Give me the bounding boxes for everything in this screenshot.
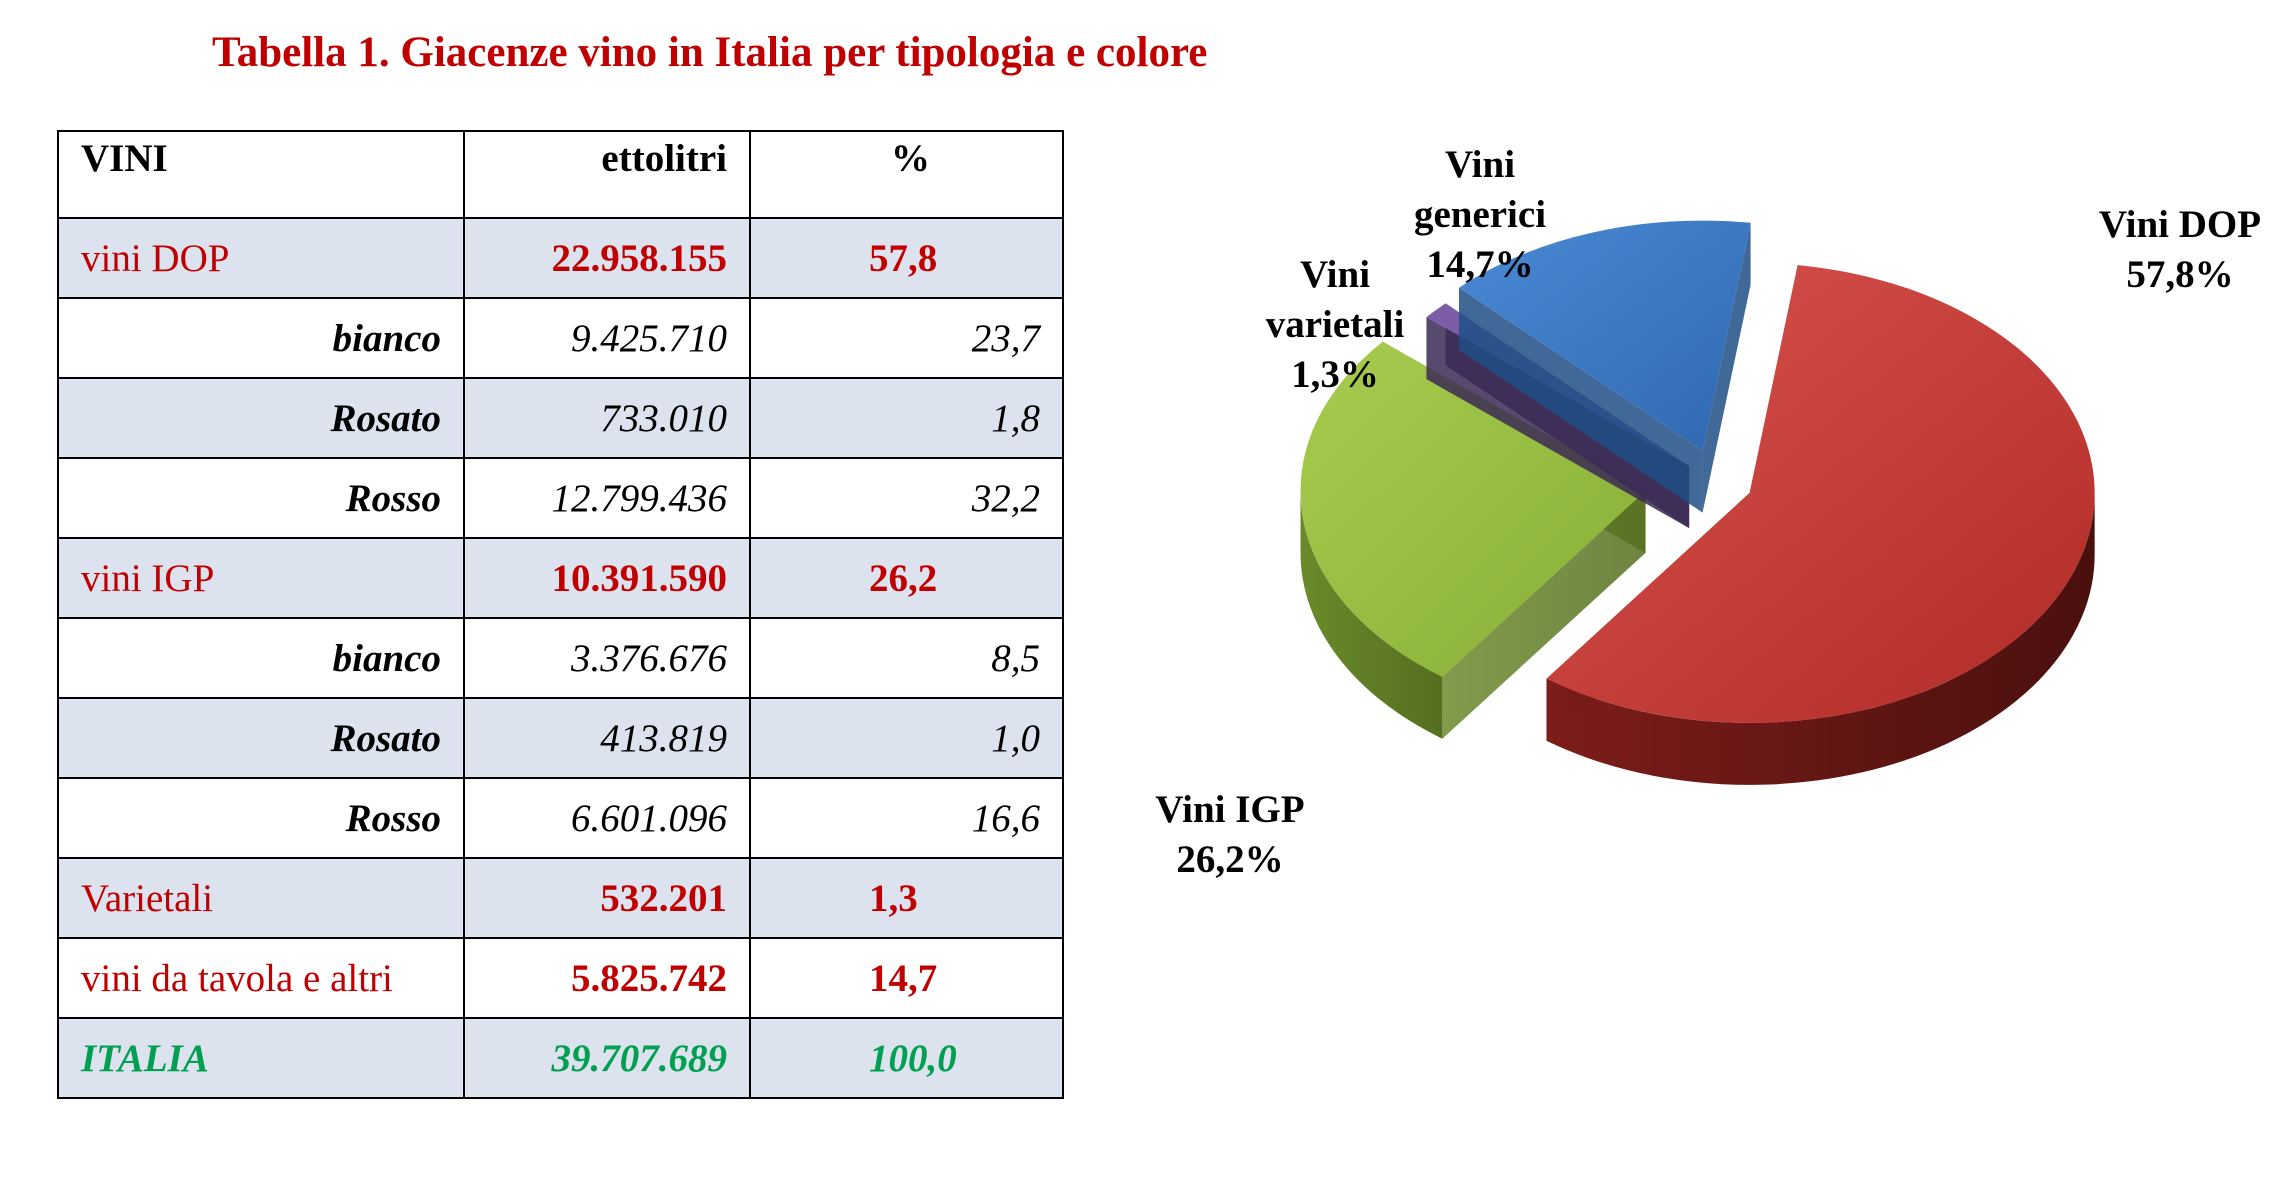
table-row: vini IGP 10.391.590 26,2 xyxy=(57,537,1064,619)
row-value: 39.707.689 xyxy=(463,1017,751,1099)
row-label: Rosso xyxy=(57,457,465,539)
row-label: vini da tavola e altri xyxy=(57,937,465,1019)
pie-slice-vini-dop xyxy=(1546,265,2095,785)
pie-category-label: varietali xyxy=(1266,303,1405,346)
row-value: 12.799.436 xyxy=(463,457,751,539)
row-value: 3.376.676 xyxy=(463,617,751,699)
pie-slice-top xyxy=(1458,220,1751,451)
row-pct: 14,7 xyxy=(749,937,1064,1019)
table-row-total: ITALIA 39.707.689 100,0 xyxy=(57,1017,1064,1099)
row-pct: 100,0 xyxy=(749,1017,1064,1099)
pie-category-label: Vini IGP xyxy=(1155,788,1304,831)
row-value: 532.201 xyxy=(463,857,751,939)
table-row: Rosso 6.601.096 16,6 xyxy=(57,777,1064,859)
table-row: bianco 3.376.676 8,5 xyxy=(57,617,1064,699)
pie-category-label: Vini xyxy=(1445,143,1515,186)
row-value: 9.425.710 xyxy=(463,297,751,379)
row-pct: 1,8 xyxy=(749,377,1064,459)
pie-category-label: Vini DOP xyxy=(2099,203,2261,246)
pie-slice-top xyxy=(1546,265,2095,723)
row-pct: 16,6 xyxy=(749,777,1064,859)
row-value: 6.601.096 xyxy=(463,777,751,859)
row-value: 413.819 xyxy=(463,697,751,779)
pie-slice-face xyxy=(1702,222,1751,513)
data-table: VINI ettolitri % vini DOP 22.958.155 57,… xyxy=(57,130,1064,1099)
row-pct: 23,7 xyxy=(749,297,1064,379)
row-pct: 1,3 xyxy=(749,857,1064,939)
chart-title: Tabella 1. Giacenze vino in Italia per t… xyxy=(212,29,1208,76)
row-label: Varietali xyxy=(57,857,465,939)
pie-slice-vini-igp xyxy=(1300,341,1646,739)
pie-slice-vini-generici xyxy=(1458,220,1751,513)
table-header-row: VINI ettolitri % xyxy=(57,130,1064,219)
row-value: 22.958.155 xyxy=(463,217,751,299)
row-value: 5.825.742 xyxy=(463,937,751,1019)
row-label: Rosato xyxy=(57,377,465,459)
pie-category-label: Vini xyxy=(1300,253,1370,296)
row-pct: 32,2 xyxy=(749,457,1064,539)
table-row: Rosato 733.010 1,8 xyxy=(57,377,1064,459)
row-label: Rosato xyxy=(57,697,465,779)
row-label: ITALIA xyxy=(57,1017,465,1099)
pie-slice-top xyxy=(1300,341,1646,677)
row-label: Rosso xyxy=(57,777,465,859)
pie-slice-face xyxy=(1458,287,1703,513)
table-row: vini DOP 22.958.155 57,8 xyxy=(57,217,1064,299)
row-pct: 26,2 xyxy=(749,537,1064,619)
row-pct: 57,8 xyxy=(749,217,1064,299)
pie-chart: Vini DOP 57,8% Vini IGP 26,2% Vini varietali 1… xyxy=(1155,143,2261,881)
pie-category-label: generici xyxy=(1414,193,1546,236)
pie-value-label: 1,3% xyxy=(1291,353,1379,396)
pie-value-label: 14,7% xyxy=(1426,243,1533,286)
row-value: 10.391.590 xyxy=(463,537,751,619)
table-row: Rosato 413.819 1,0 xyxy=(57,697,1064,779)
header-ettolitri: ettolitri xyxy=(463,130,751,219)
table-row: Rosso 12.799.436 32,2 xyxy=(57,457,1064,539)
table-row: bianco 9.425.710 23,7 xyxy=(57,297,1064,379)
pie-slice-side xyxy=(1546,492,2095,785)
header-vini: VINI xyxy=(57,130,465,219)
header-percent: % xyxy=(749,130,1064,219)
table-row: Varietali 532.201 1,3 xyxy=(57,857,1064,939)
pie-slice-side xyxy=(1300,490,1443,739)
row-label: bianco xyxy=(57,297,465,379)
pie-value-label: 57,8% xyxy=(2126,253,2233,296)
table-row: vini da tavola e altri 5.825.742 14,7 xyxy=(57,937,1064,1019)
pie-slice-face xyxy=(1442,490,1646,739)
row-value: 733.010 xyxy=(463,377,751,459)
row-label: vini IGP xyxy=(57,537,465,619)
pie-value-label: 26,2% xyxy=(1176,838,1283,881)
row-pct: 8,5 xyxy=(749,617,1064,699)
row-label: bianco xyxy=(57,617,465,699)
row-pct: 1,0 xyxy=(749,697,1064,779)
row-label: vini DOP xyxy=(57,217,465,299)
